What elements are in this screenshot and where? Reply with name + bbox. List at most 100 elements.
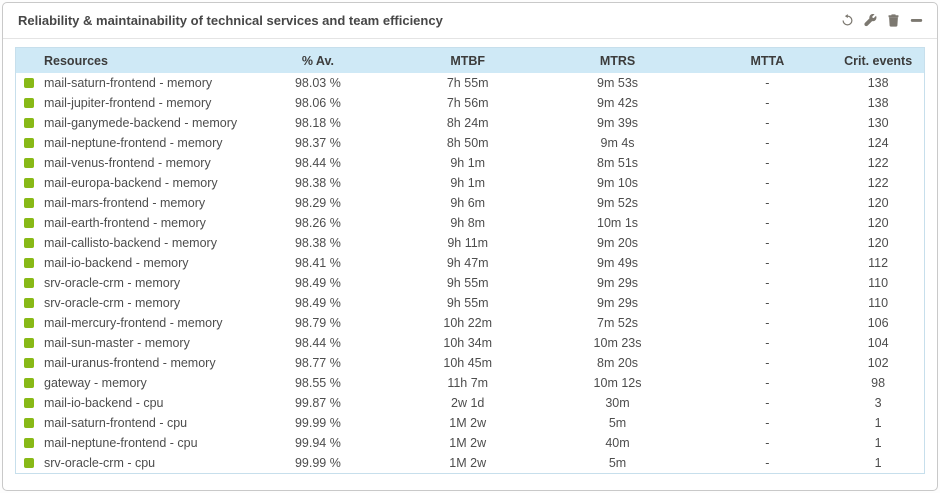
table-row[interactable]: gateway - memory 98.55 % 11h 7m 10m 12s … (16, 373, 924, 393)
mtrs-value: 9m 20s (542, 233, 693, 253)
status-ok-icon (24, 318, 34, 328)
availability-value: 99.94 % (243, 433, 393, 453)
mtrs-value: 9m 42s (542, 93, 693, 113)
table-row[interactable]: mail-neptune-frontend - memory 98.37 % 8… (16, 133, 924, 153)
table-row[interactable]: mail-earth-frontend - memory 98.26 % 9h … (16, 213, 924, 233)
mtrs-value: 8m 51s (542, 153, 693, 173)
mtbf-value: 8h 50m (392, 133, 543, 153)
mtta-value: - (692, 393, 843, 413)
widget-toolbar (840, 14, 923, 28)
crit-events-value: 110 (842, 273, 924, 293)
crit-events-value: 120 (842, 213, 924, 233)
mtbf-value: 9h 1m (392, 173, 543, 193)
status-ok-icon (24, 258, 34, 268)
availability-value: 98.38 % (243, 233, 393, 253)
mtrs-value: 5m (542, 453, 693, 473)
table-row[interactable]: mail-mercury-frontend - memory 98.79 % 1… (16, 313, 924, 333)
crit-events-value: 120 (842, 193, 924, 213)
crit-events-value: 1 (842, 413, 924, 433)
mtta-value: - (692, 413, 843, 433)
mtrs-value: 9m 10s (542, 173, 693, 193)
table-row[interactable]: mail-jupiter-frontend - memory 98.06 % 7… (16, 93, 924, 113)
availability-value: 98.26 % (243, 213, 393, 233)
status-ok-icon (24, 298, 34, 308)
resource-name: mail-mars-frontend - memory (44, 196, 206, 210)
table-row[interactable]: mail-callisto-backend - memory 98.38 % 9… (16, 233, 924, 253)
resource-name: mail-jupiter-frontend - memory (44, 96, 212, 110)
crit-events-value: 138 (842, 73, 924, 93)
column-header-mtbf[interactable]: MTBF (392, 48, 543, 73)
table-row[interactable]: mail-sun-master - memory 98.44 % 10h 34m… (16, 333, 924, 353)
minimize-icon[interactable] (909, 14, 923, 28)
mtrs-value: 9m 52s (542, 193, 693, 213)
crit-events-value: 3 (842, 393, 924, 413)
table-row[interactable]: srv-oracle-crm - memory 98.49 % 9h 55m 9… (16, 293, 924, 313)
mtta-value: - (692, 213, 843, 233)
reliability-table-container: Resources % Av. MTBF MTRS MTTA Crit. eve… (15, 47, 925, 474)
resource-name: srv-oracle-crm - memory (44, 296, 181, 310)
wrench-icon[interactable] (863, 14, 877, 28)
mtbf-value: 9h 1m (392, 153, 543, 173)
table-row[interactable]: mail-saturn-frontend - cpu 99.99 % 1M 2w… (16, 413, 924, 433)
resource-name: mail-neptune-frontend - memory (44, 136, 223, 150)
table-row[interactable]: mail-ganymede-backend - memory 98.18 % 8… (16, 113, 924, 133)
crit-events-value: 106 (842, 313, 924, 333)
table-row[interactable]: srv-oracle-crm - cpu 99.99 % 1M 2w 5m - … (16, 453, 924, 473)
status-ok-icon (24, 178, 34, 188)
availability-value: 98.79 % (243, 313, 393, 333)
mtta-value: - (692, 253, 843, 273)
mtrs-value: 10m 23s (542, 333, 693, 353)
resource-name: mail-europa-backend - memory (44, 176, 218, 190)
availability-value: 98.03 % (243, 73, 393, 93)
mtrs-value: 8m 20s (542, 353, 693, 373)
mtrs-value: 40m (542, 433, 693, 453)
mtbf-value: 7h 56m (392, 93, 543, 113)
table-row[interactable]: mail-europa-backend - memory 98.38 % 9h … (16, 173, 924, 193)
resource-name: mail-mercury-frontend - memory (44, 316, 223, 330)
mtta-value: - (692, 73, 843, 93)
mtta-value: - (692, 113, 843, 133)
trash-icon[interactable] (886, 14, 900, 28)
status-ok-icon (24, 338, 34, 348)
status-ok-icon (24, 218, 34, 228)
availability-value: 98.41 % (243, 253, 393, 273)
mtta-value: - (692, 453, 843, 473)
column-header-mtta[interactable]: MTTA (692, 48, 843, 73)
table-row[interactable]: mail-uranus-frontend - memory 98.77 % 10… (16, 353, 924, 373)
availability-value: 99.99 % (243, 453, 393, 473)
mtrs-value: 9m 4s (542, 133, 693, 153)
table-row[interactable]: mail-mars-frontend - memory 98.29 % 9h 6… (16, 193, 924, 213)
table-row[interactable]: srv-oracle-crm - memory 98.49 % 9h 55m 9… (16, 273, 924, 293)
availability-value: 98.44 % (243, 333, 393, 353)
crit-events-value: 122 (842, 153, 924, 173)
table-row[interactable]: mail-venus-frontend - memory 98.44 % 9h … (16, 153, 924, 173)
column-header-resources[interactable]: Resources (16, 48, 243, 73)
table-row[interactable]: mail-saturn-frontend - memory 98.03 % 7h… (16, 73, 924, 93)
mtrs-value: 9m 39s (542, 113, 693, 133)
column-header-mtrs[interactable]: MTRS (542, 48, 693, 73)
table-row[interactable]: mail-io-backend - cpu 99.87 % 2w 1d 30m … (16, 393, 924, 413)
table-row[interactable]: mail-io-backend - memory 98.41 % 9h 47m … (16, 253, 924, 273)
reliability-table: Resources % Av. MTBF MTRS MTTA Crit. eve… (16, 48, 924, 473)
resource-name: gateway - memory (44, 376, 147, 390)
crit-events-value: 138 (842, 93, 924, 113)
status-ok-icon (24, 138, 34, 148)
crit-events-value: 110 (842, 293, 924, 313)
mtta-value: - (692, 193, 843, 213)
availability-value: 98.29 % (243, 193, 393, 213)
column-header-availability[interactable]: % Av. (243, 48, 393, 73)
mtbf-value: 1M 2w (392, 433, 543, 453)
mtbf-value: 10h 34m (392, 333, 543, 353)
availability-value: 98.55 % (243, 373, 393, 393)
column-header-crit-events[interactable]: Crit. events (842, 48, 924, 73)
availability-value: 98.37 % (243, 133, 393, 153)
table-row[interactable]: mail-neptune-frontend - cpu 99.94 % 1M 2… (16, 433, 924, 453)
mtta-value: - (692, 133, 843, 153)
crit-events-value: 104 (842, 333, 924, 353)
refresh-icon[interactable] (840, 14, 854, 28)
status-ok-icon (24, 418, 34, 428)
mtbf-value: 10h 45m (392, 353, 543, 373)
mtbf-value: 9h 55m (392, 273, 543, 293)
mtta-value: - (692, 93, 843, 113)
status-ok-icon (24, 458, 34, 468)
